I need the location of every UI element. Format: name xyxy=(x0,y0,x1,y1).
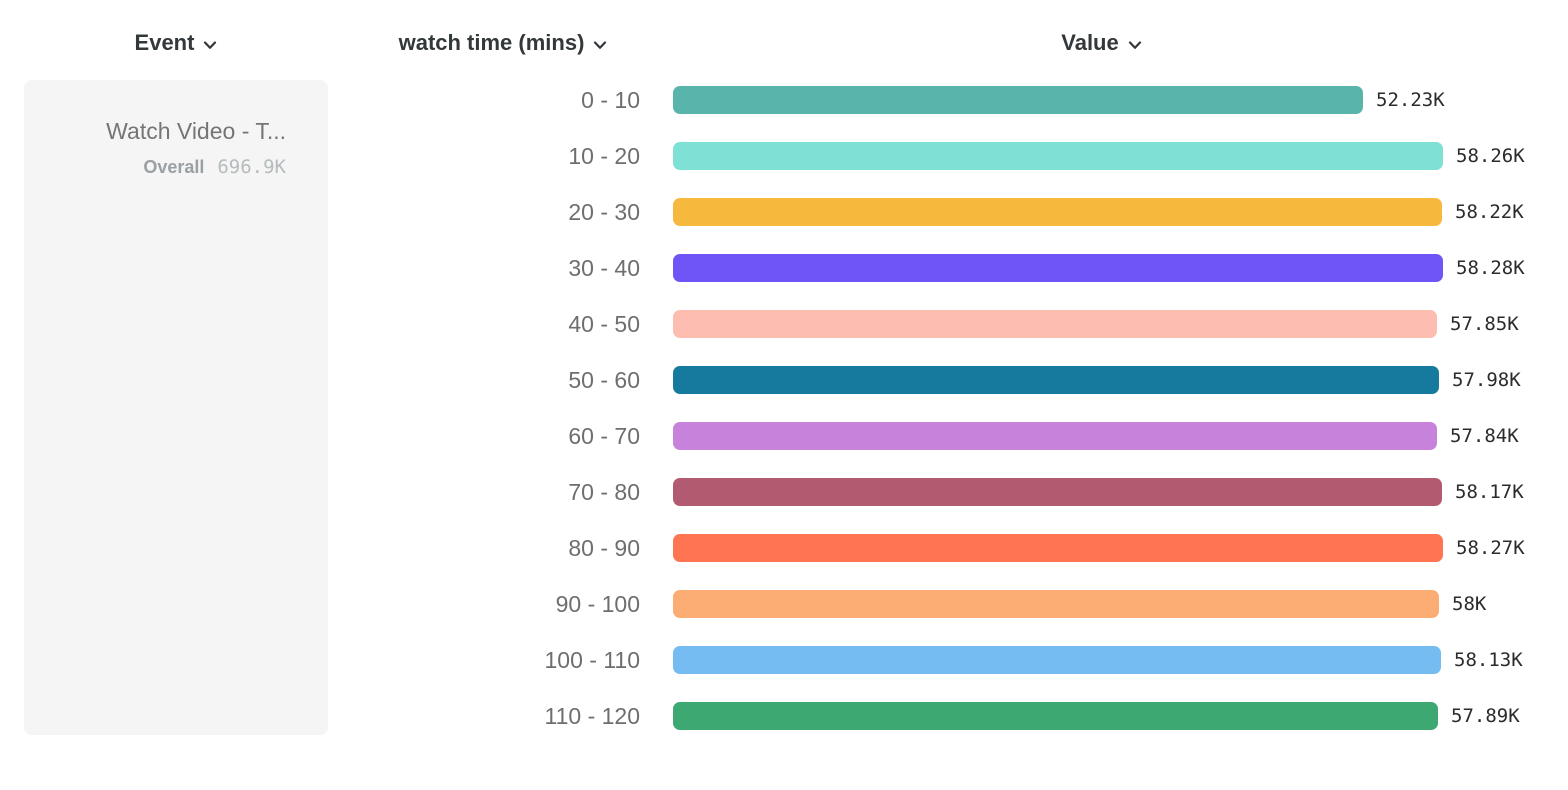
bar-row: 90 - 100 58K xyxy=(0,576,1568,632)
bar-track: 57.85K xyxy=(673,310,1568,338)
event-column-header[interactable]: Event xyxy=(24,26,328,60)
value-bar[interactable] xyxy=(673,646,1441,674)
value-bar[interactable] xyxy=(673,478,1442,506)
bar-track: 58.13K xyxy=(673,646,1568,674)
breakdown-column-label: watch time (mins) xyxy=(398,30,585,55)
bucket-label: 110 - 120 xyxy=(544,702,640,729)
bar-row: 110 - 120 57.89K xyxy=(0,688,1568,744)
bar-row: 40 - 50 57.85K xyxy=(0,296,1568,352)
value-label: 58.28K xyxy=(1456,257,1525,279)
event-card[interactable]: Watch Video - T... Overall 696.9K xyxy=(24,80,328,735)
bucket-label: 90 - 100 xyxy=(555,590,640,617)
value-label: 52.23K xyxy=(1376,89,1445,111)
value-bar[interactable] xyxy=(673,142,1443,170)
bucket-label: 60 - 70 xyxy=(568,422,640,449)
bar-track: 58K xyxy=(673,590,1568,618)
value-bar[interactable] xyxy=(673,254,1443,282)
bar-track: 57.89K xyxy=(673,702,1568,730)
value-bar[interactable] xyxy=(673,310,1437,338)
bar-row: 80 - 90 58.27K xyxy=(0,520,1568,576)
chevron-down-icon xyxy=(203,41,217,50)
overall-label: Overall xyxy=(143,156,205,177)
event-column-label: Event xyxy=(134,30,195,55)
bucket-label: 30 - 40 xyxy=(568,254,640,281)
bucket-label: 40 - 50 xyxy=(568,310,640,337)
event-title: Watch Video - T... xyxy=(106,118,286,144)
bar-row: 0 - 10 52.23K xyxy=(0,72,1568,128)
bar-row: 30 - 40 58.28K xyxy=(0,240,1568,296)
value-bar[interactable] xyxy=(673,422,1437,450)
bucket-label: 10 - 20 xyxy=(568,142,640,169)
bar-row: 10 - 20 58.26K xyxy=(0,128,1568,184)
value-label: 57.98K xyxy=(1452,369,1521,391)
value-label: 58.27K xyxy=(1456,537,1525,559)
bar-row: 100 - 110 58.13K xyxy=(0,632,1568,688)
bucket-label: 100 - 110 xyxy=(544,646,640,673)
bar-chart: 0 - 10 52.23K 10 - 20 58.26K 20 - 30 58.… xyxy=(0,72,1568,744)
breakdown-column-header[interactable]: watch time (mins) xyxy=(352,26,654,60)
bar-track: 58.27K xyxy=(673,534,1568,562)
value-bar[interactable] xyxy=(673,366,1439,394)
bucket-label: 50 - 60 xyxy=(568,366,640,393)
bucket-label: 20 - 30 xyxy=(568,198,640,225)
bucket-label: 0 - 10 xyxy=(581,86,640,113)
value-bar[interactable] xyxy=(673,702,1438,730)
value-bar[interactable] xyxy=(673,534,1443,562)
bar-row: 20 - 30 58.22K xyxy=(0,184,1568,240)
value-label: 58.22K xyxy=(1455,201,1524,223)
bar-track: 58.26K xyxy=(673,142,1568,170)
bar-track: 58.17K xyxy=(673,478,1568,506)
bar-track: 57.84K xyxy=(673,422,1568,450)
bar-row: 50 - 60 57.98K xyxy=(0,352,1568,408)
value-bar[interactable] xyxy=(673,198,1442,226)
value-label: 58K xyxy=(1452,593,1487,615)
value-label: 57.89K xyxy=(1451,705,1520,727)
bar-track: 57.98K xyxy=(673,366,1568,394)
value-label: 58.17K xyxy=(1455,481,1524,503)
value-label: 57.85K xyxy=(1450,313,1519,335)
value-label: 58.26K xyxy=(1456,145,1525,167)
bar-row: 60 - 70 57.84K xyxy=(0,408,1568,464)
value-column-label: Value xyxy=(1061,30,1119,55)
overall-value: 696.9K xyxy=(217,155,286,178)
value-label: 58.13K xyxy=(1454,649,1523,671)
bucket-label: 80 - 90 xyxy=(568,534,640,561)
value-column-header[interactable]: Value xyxy=(673,26,1530,60)
value-label: 57.84K xyxy=(1450,425,1519,447)
chevron-down-icon xyxy=(593,41,607,50)
bar-row: 70 - 80 58.17K xyxy=(0,464,1568,520)
bar-track: 58.28K xyxy=(673,254,1568,282)
bar-track: 58.22K xyxy=(673,198,1568,226)
event-overall-row: Overall 696.9K xyxy=(24,156,286,178)
bar-track: 52.23K xyxy=(673,86,1568,114)
value-bar[interactable] xyxy=(673,590,1439,618)
value-bar[interactable] xyxy=(673,86,1363,114)
chevron-down-icon xyxy=(1128,41,1142,50)
bucket-label: 70 - 80 xyxy=(568,478,640,505)
